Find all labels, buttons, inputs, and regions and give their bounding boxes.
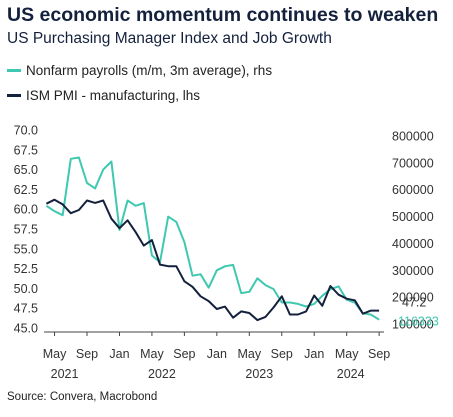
y-right-tick-label: 300000 — [392, 264, 434, 278]
y-left-tick-label: 50.0 — [14, 282, 38, 296]
x-year-label: 2023 — [245, 367, 273, 381]
x-tick-label: May — [43, 347, 67, 361]
legend-item-pmi: ISM PMI - manufacturing, lhs — [7, 83, 272, 108]
chart-legend: Nonfarm payrolls (m/m, 3m average), rhs … — [7, 58, 272, 108]
y-left-tick-label: 62.5 — [14, 183, 38, 197]
y-left-tick-label: 52.5 — [14, 262, 38, 276]
x-tick-label: Jan — [109, 347, 129, 361]
y-left-tick-label: 60.0 — [14, 203, 38, 217]
x-tick-label: Sep — [271, 347, 293, 361]
y-left-tick-label: 57.5 — [14, 223, 38, 237]
end-label-payrolls: 116333 — [398, 315, 439, 329]
series-line-pmi — [45, 198, 380, 322]
x-tick-label: Jan — [207, 347, 227, 361]
y-right-tick-label: 200000 — [392, 291, 434, 305]
source-note: Source: Convera, Macrobond — [7, 391, 158, 403]
y-left-tick-label: 67.5 — [14, 143, 38, 157]
x-tick-label: Sep — [173, 347, 195, 361]
legend-swatch-pmi — [7, 94, 21, 97]
x-tick-label: May — [335, 347, 359, 361]
x-tick-label: May — [237, 347, 261, 361]
y-left-tick-label: 65.0 — [14, 163, 38, 177]
legend-swatch-payrolls — [7, 69, 21, 72]
y-left-tick-label: 70.0 — [14, 124, 38, 138]
legend-label-payrolls: Nonfarm payrolls (m/m, 3m average), rhs — [26, 63, 273, 78]
series-line-payrolls — [45, 156, 380, 321]
y-left-tick-label: 45.0 — [14, 322, 38, 336]
y-right-tick-label: 800000 — [392, 130, 434, 144]
x-tick-label: Jan — [304, 347, 324, 361]
end-label-pmi: 47.2 — [402, 296, 426, 310]
x-year-label: 2021 — [51, 367, 79, 381]
x-year-label: 2022 — [148, 367, 176, 381]
x-tick-label: Sep — [368, 347, 390, 361]
y-right-tick-label: 600000 — [392, 183, 434, 197]
x-tick-label: May — [140, 347, 164, 361]
chart-subtitle: US Purchasing Manager Index and Job Grow… — [7, 30, 332, 47]
y-left-tick-label: 47.5 — [14, 302, 38, 316]
y-right-tick-label: 700000 — [392, 156, 434, 170]
x-year-label: 2024 — [337, 367, 365, 381]
y-right-tick-label: 100000 — [392, 318, 434, 332]
y-left-tick-label: 55.0 — [14, 242, 38, 256]
legend-label-pmi: ISM PMI - manufacturing, lhs — [26, 88, 201, 103]
y-right-tick-label: 400000 — [392, 237, 434, 251]
legend-item-payrolls: Nonfarm payrolls (m/m, 3m average), rhs — [7, 58, 272, 83]
chart-title: US economic momentum continues to weaken — [7, 4, 439, 26]
y-right-tick-label: 500000 — [392, 210, 434, 224]
x-tick-label: Sep — [76, 347, 98, 361]
